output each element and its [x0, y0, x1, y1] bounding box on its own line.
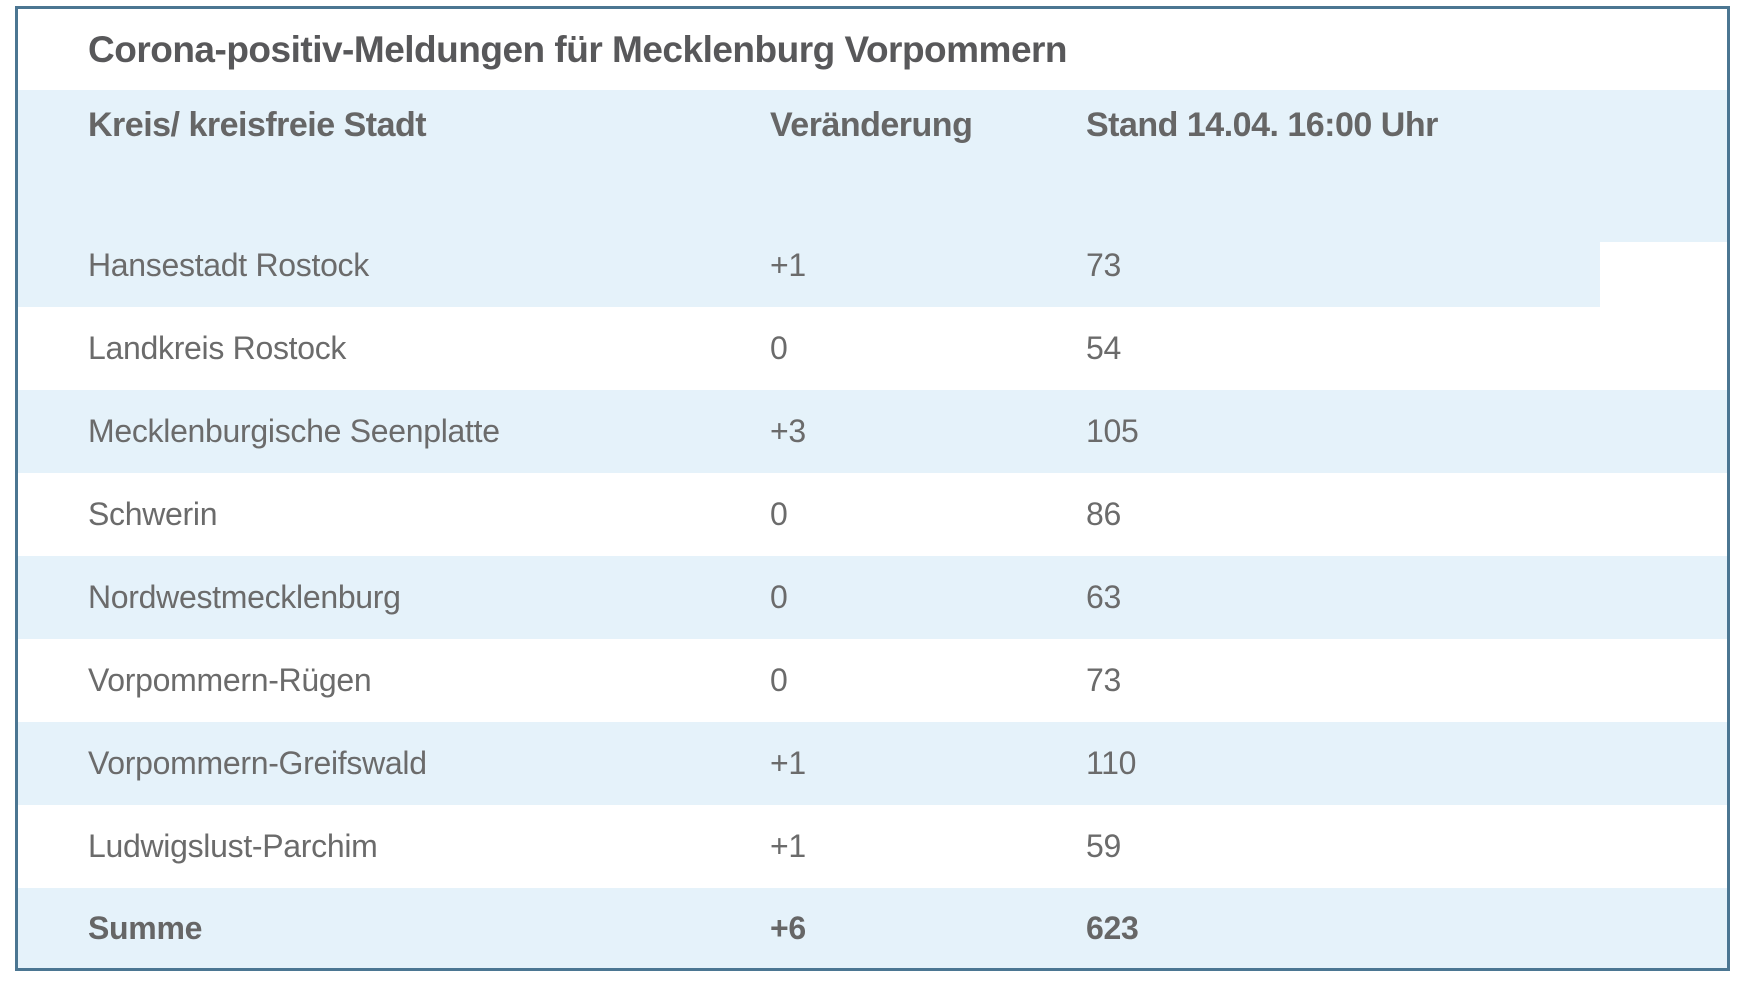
- white-overlay: [1600, 242, 1727, 310]
- cell-veraenderung: 0: [770, 662, 788, 698]
- cell-stand: 59: [1086, 828, 1121, 864]
- cell-summe-label: Summe: [88, 909, 203, 946]
- column-header-veraenderung: Veränderung: [770, 106, 973, 144]
- table-row: Mecklenburgische Seenplatte +3 105: [18, 390, 1727, 473]
- cell-summe-stand: 623: [1086, 909, 1139, 946]
- table-row: Hansestadt Rostock +1 73: [18, 224, 1727, 307]
- cell-kreis: Schwerin: [88, 496, 218, 532]
- cell-stand: 63: [1086, 579, 1121, 615]
- table-header-row: Kreis/ kreisfreie Stadt Veränderung Stan…: [18, 90, 1727, 310]
- table-row: Landkreis Rostock 0 54: [18, 307, 1727, 390]
- table-title: Corona-positiv-Meldungen für Mecklenburg…: [88, 28, 1068, 70]
- cell-stand: 54: [1086, 330, 1121, 366]
- cell-stand: 110: [1086, 745, 1137, 781]
- cell-stand: 73: [1086, 247, 1121, 283]
- table-row: Vorpommern-Greifswald +1 110: [18, 722, 1727, 805]
- cell-veraenderung: +1: [770, 247, 806, 283]
- cell-stand: 105: [1086, 413, 1139, 449]
- cell-veraenderung: +3: [770, 413, 806, 449]
- cell-kreis: Mecklenburgische Seenplatte: [88, 413, 500, 449]
- cell-veraenderung: 0: [770, 496, 788, 532]
- cell-kreis: Vorpommern-Rügen: [88, 662, 372, 698]
- table-row: Nordwestmecklenburg 0 63: [18, 556, 1727, 639]
- cell-kreis: Nordwestmecklenburg: [88, 579, 401, 615]
- cell-kreis: Hansestadt Rostock: [88, 247, 369, 283]
- cell-veraenderung: +1: [770, 745, 806, 781]
- corona-table-card: Corona-positiv-Meldungen für Mecklenburg…: [15, 6, 1730, 971]
- cell-kreis: Landkreis Rostock: [88, 330, 347, 366]
- column-header-kreis: Kreis/ kreisfreie Stadt: [88, 106, 427, 144]
- table-row: Vorpommern-Rügen 0 73: [18, 639, 1727, 722]
- table-title-row: Corona-positiv-Meldungen für Mecklenburg…: [18, 9, 1727, 90]
- cell-veraenderung: 0: [770, 330, 788, 366]
- cell-summe-veraenderung: +6: [770, 909, 806, 946]
- cell-veraenderung: +1: [770, 828, 806, 864]
- cell-kreis: Ludwigslust-Parchim: [88, 828, 378, 864]
- cell-stand: 73: [1086, 662, 1121, 698]
- table-row: Ludwigslust-Parchim +1 59: [18, 805, 1727, 888]
- column-header-stand: Stand 14.04. 16:00 Uhr: [1086, 106, 1438, 144]
- table-summary-row: Summe +6 623: [18, 888, 1727, 968]
- cell-kreis: Vorpommern-Greifswald: [88, 745, 427, 781]
- cell-stand: 86: [1086, 496, 1121, 532]
- cell-veraenderung: 0: [770, 579, 788, 615]
- table-row: Schwerin 0 86: [18, 473, 1727, 556]
